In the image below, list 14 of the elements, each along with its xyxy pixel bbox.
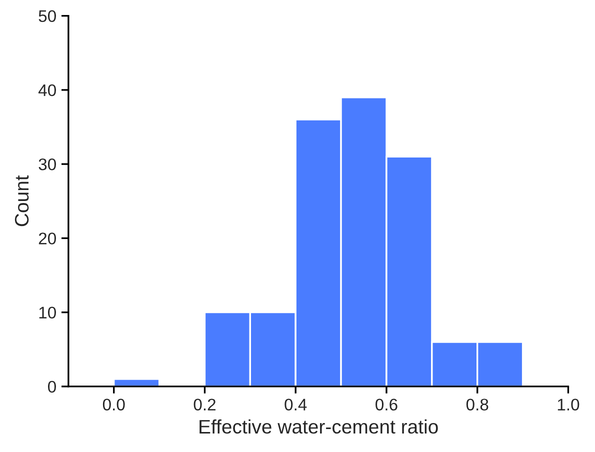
x-tick-label: 0.8 <box>466 398 488 411</box>
y-tick-label: 10 <box>39 306 56 319</box>
x-tick-label: 0.2 <box>194 398 216 411</box>
x-tick-label: 0.4 <box>284 398 307 411</box>
y-tick-label: 30 <box>38 158 56 170</box>
y-axis-title: Count <box>14 175 29 226</box>
x-axis-title: Effective water-cement ratio <box>200 419 438 434</box>
y-tick-label: 40 <box>38 84 56 96</box>
x-tick-label: 0.0 <box>102 398 125 411</box>
x-tick-label: 0.6 <box>376 398 398 411</box>
x-tick-label: 1.0 <box>558 398 580 411</box>
y-tick-label: 20 <box>38 232 56 244</box>
y-tick-label: 0 <box>48 380 56 393</box>
y-tick-label: 50 <box>38 10 56 22</box>
